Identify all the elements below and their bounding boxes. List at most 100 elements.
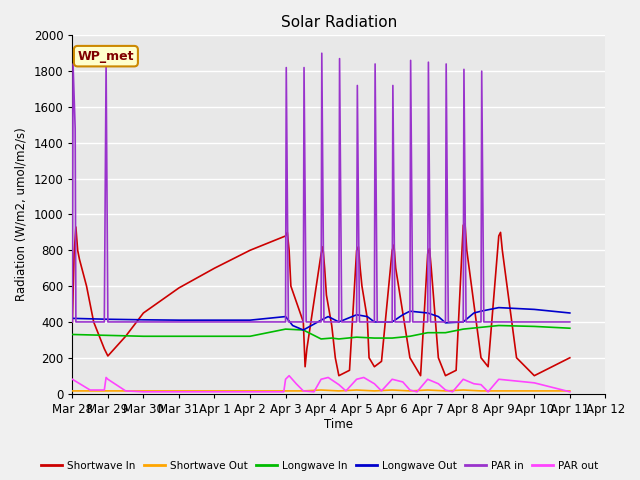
Longwave In (477, 324, 485, 330)
Longwave In (328, 335, 335, 341)
Line: PAR out: PAR out (72, 376, 570, 392)
Longwave Out (406, 308, 414, 314)
Longwave In (175, 334, 183, 339)
Longwave In (335, 336, 342, 342)
Longwave Out (460, 319, 467, 325)
PAR out (495, 376, 502, 382)
Longwave In (460, 326, 467, 332)
PAR out (292, 381, 300, 386)
PAR out (280, 389, 287, 395)
PAR out (388, 376, 396, 382)
PAR in (353, 319, 360, 325)
PAR out (324, 374, 332, 380)
PAR out (531, 380, 538, 386)
Longwave Out (282, 314, 289, 320)
PAR out (100, 387, 108, 393)
PAR out (460, 376, 467, 382)
Longwave In (442, 330, 449, 336)
Longwave Out (531, 307, 538, 312)
Shortwave Out (477, 388, 485, 394)
PAR in (566, 319, 573, 325)
Shortwave In (285, 247, 293, 253)
PAR out (122, 388, 129, 394)
Shortwave In (531, 373, 538, 379)
Shortwave Out (282, 388, 289, 394)
Longwave Out (175, 317, 183, 323)
PAR out (86, 387, 94, 393)
Longwave Out (300, 327, 307, 333)
Longwave In (68, 332, 76, 337)
Line: Shortwave Out: Shortwave Out (72, 390, 570, 391)
Shortwave In (406, 355, 414, 360)
Longwave In (317, 336, 325, 342)
PAR out (406, 387, 414, 393)
Shortwave Out (371, 388, 378, 394)
Longwave In (566, 325, 573, 331)
PAR out (140, 389, 147, 395)
Shortwave Out (460, 387, 467, 393)
Longwave Out (388, 319, 396, 325)
PAR out (442, 387, 449, 393)
PAR out (317, 376, 325, 382)
Shortwave In (68, 319, 76, 325)
Longwave Out (289, 323, 296, 328)
Shortwave Out (68, 388, 76, 394)
PAR out (278, 389, 286, 395)
PAR out (424, 376, 431, 382)
Shortwave In (461, 220, 469, 226)
Longwave In (246, 334, 254, 339)
Longwave Out (140, 317, 147, 323)
PAR in (389, 83, 397, 88)
PAR out (353, 376, 360, 382)
Line: Shortwave In: Shortwave In (72, 223, 570, 376)
Y-axis label: Radiation (W/m2, umol/m2/s): Radiation (W/m2, umol/m2/s) (15, 128, 28, 301)
PAR out (566, 389, 573, 395)
PAR out (102, 374, 110, 380)
Longwave Out (335, 319, 342, 325)
PAR in (74, 319, 81, 325)
Longwave In (104, 333, 112, 338)
PAR out (371, 381, 378, 386)
Longwave In (531, 324, 538, 329)
Shortwave Out (566, 388, 573, 394)
Line: Longwave In: Longwave In (72, 325, 570, 339)
Longwave Out (246, 317, 254, 323)
Shortwave In (353, 247, 360, 253)
Longwave In (371, 335, 378, 341)
PAR out (413, 389, 421, 395)
PAR out (399, 379, 406, 385)
PAR out (360, 374, 367, 380)
PAR out (484, 389, 492, 395)
Shortwave Out (388, 387, 396, 393)
Shortwave In (335, 373, 342, 379)
Longwave Out (424, 310, 431, 316)
Longwave Out (364, 314, 371, 320)
Shortwave In (332, 355, 339, 360)
PAR out (449, 389, 456, 395)
Legend: Shortwave In, Shortwave Out, Longwave In, Longwave Out, PAR in, PAR out: Shortwave In, Shortwave Out, Longwave In… (37, 456, 603, 475)
Longwave Out (435, 314, 442, 320)
Longwave In (140, 334, 147, 339)
PAR out (470, 381, 477, 386)
PAR out (310, 389, 318, 395)
Longwave In (495, 323, 502, 328)
PAR out (282, 376, 289, 382)
Longwave Out (324, 314, 332, 320)
Longwave Out (566, 310, 573, 316)
Shortwave Out (300, 388, 307, 394)
Shortwave In (282, 233, 289, 239)
PAR out (68, 376, 76, 382)
PAR out (378, 388, 385, 394)
Longwave Out (371, 319, 378, 325)
X-axis label: Time: Time (324, 419, 353, 432)
Longwave Out (495, 305, 502, 311)
PAR out (342, 388, 350, 394)
Longwave Out (68, 315, 76, 321)
Shortwave In (566, 355, 573, 360)
PAR out (435, 381, 442, 386)
Shortwave Out (353, 387, 360, 393)
Longwave In (388, 335, 396, 341)
Longwave In (353, 334, 360, 340)
Longwave Out (442, 320, 449, 326)
PAR in (318, 50, 326, 56)
